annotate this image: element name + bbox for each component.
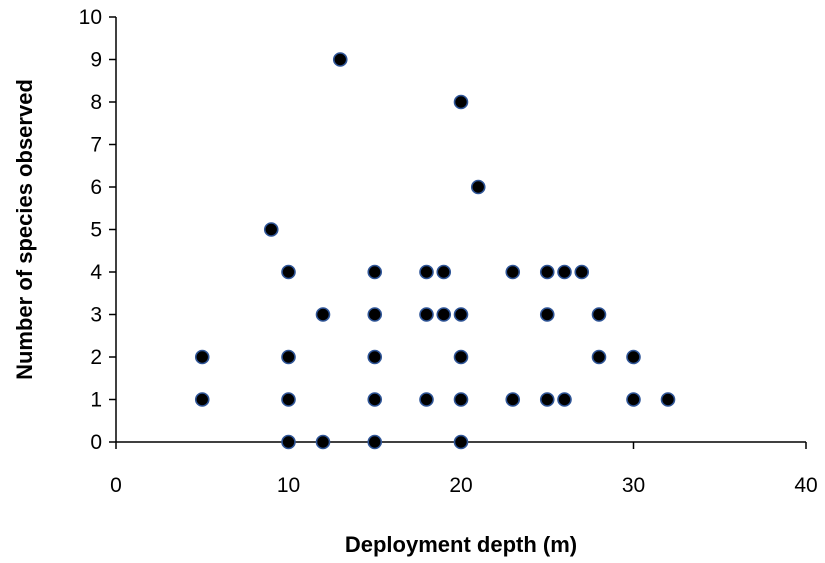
data-point [419,392,434,407]
data-point [315,307,331,322]
y-tick-label: 8 [90,91,102,114]
y-tick-label: 5 [90,219,102,242]
y-tick-label: 6 [90,176,102,199]
data-point [436,264,452,280]
y-tick-label: 2 [90,346,102,369]
data-point [367,307,383,322]
data-point [419,264,434,280]
axes [115,17,806,443]
data-point [470,179,486,195]
data-point [367,264,383,280]
x-axis-title: Deployment depth (m) [345,532,577,557]
data-point [453,94,469,110]
tick-labels: 0 1 2 3 4 5 6 7 8 9 10 0 10 20 30 40 [79,6,818,497]
data-point [626,349,641,365]
data-point [453,392,469,407]
data-point [626,392,641,407]
y-tick-label: 9 [90,49,102,72]
data-point [315,434,331,450]
data-point [436,307,452,322]
data-point [367,349,383,365]
data-point [557,392,572,407]
data-point [367,392,383,407]
data-point [557,264,572,280]
data-point [539,264,555,280]
y-tick-label: 7 [90,134,102,157]
data-point [263,222,279,237]
data-point [591,349,607,365]
data-points [194,52,676,450]
data-point [505,392,521,407]
data-point [281,434,296,450]
x-tick-label: 10 [277,474,300,497]
data-point [453,434,469,450]
y-tick-label: 3 [90,304,102,327]
ticks [109,16,807,449]
x-tick-label: 0 [110,474,122,497]
data-point [505,264,521,280]
data-point [539,392,555,407]
data-point [419,307,434,322]
data-point [281,264,296,280]
data-point [194,392,210,407]
x-tick-label: 20 [449,474,472,497]
data-point [194,349,210,365]
y-tick-label: 4 [90,261,102,284]
data-point [574,264,590,280]
x-tick-label: 30 [622,474,645,497]
data-point [332,52,348,67]
y-axis-title: Number of species observed [12,79,37,380]
data-point [453,349,469,365]
data-point [453,307,469,322]
y-tick-label: 0 [90,431,102,454]
data-point [367,434,383,450]
data-point [539,307,555,322]
data-point [281,392,296,407]
data-point [591,307,607,322]
y-tick-label: 10 [79,6,102,29]
x-tick-label: 40 [794,474,817,497]
y-tick-label: 1 [90,389,102,412]
data-point [281,349,296,365]
data-point [660,392,676,407]
